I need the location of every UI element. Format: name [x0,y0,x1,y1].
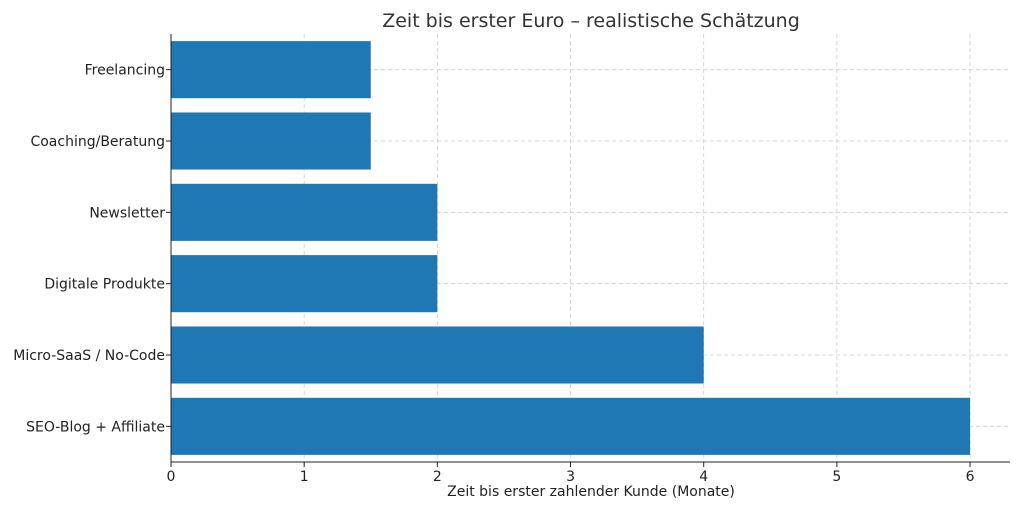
bar-0 [171,41,371,99]
bar-3 [171,255,438,313]
x-tick-label: 3 [566,469,575,485]
bar-2 [171,183,438,241]
x-tick-label: 1 [300,469,309,485]
y-tick-label: Micro-SaaS / No-Code [13,348,165,364]
x-tick-label: 6 [966,469,975,485]
y-tick-label: Freelancing [85,63,165,79]
x-tick-label: 4 [699,469,708,485]
y-tick-labels: Freelancing Coaching/Beratung Newsletter Di… [13,63,165,436]
axes-layer [166,34,1010,467]
bar-5 [171,397,971,455]
y-tick-label: Coaching/Beratung [30,134,165,150]
chart-title: Zeit bis erster Euro – realistische Schä… [382,10,800,32]
bar-4 [171,326,704,384]
x-axis-label: Zeit bis erster zahlender Kunde (Monate) [447,484,735,500]
bar-1 [171,112,371,170]
y-tick-label: Newsletter [89,205,165,221]
x-tick-labels: 0 1 2 3 4 5 6 [167,469,975,485]
y-tick-label: Digitale Produkte [44,277,165,293]
y-tick-label: SEO-Blog + Affiliate [26,419,165,435]
x-tick-label: 0 [167,469,176,485]
bars-layer [171,41,971,455]
x-tick-label: 2 [433,469,442,485]
x-tick-label: 5 [832,469,841,485]
